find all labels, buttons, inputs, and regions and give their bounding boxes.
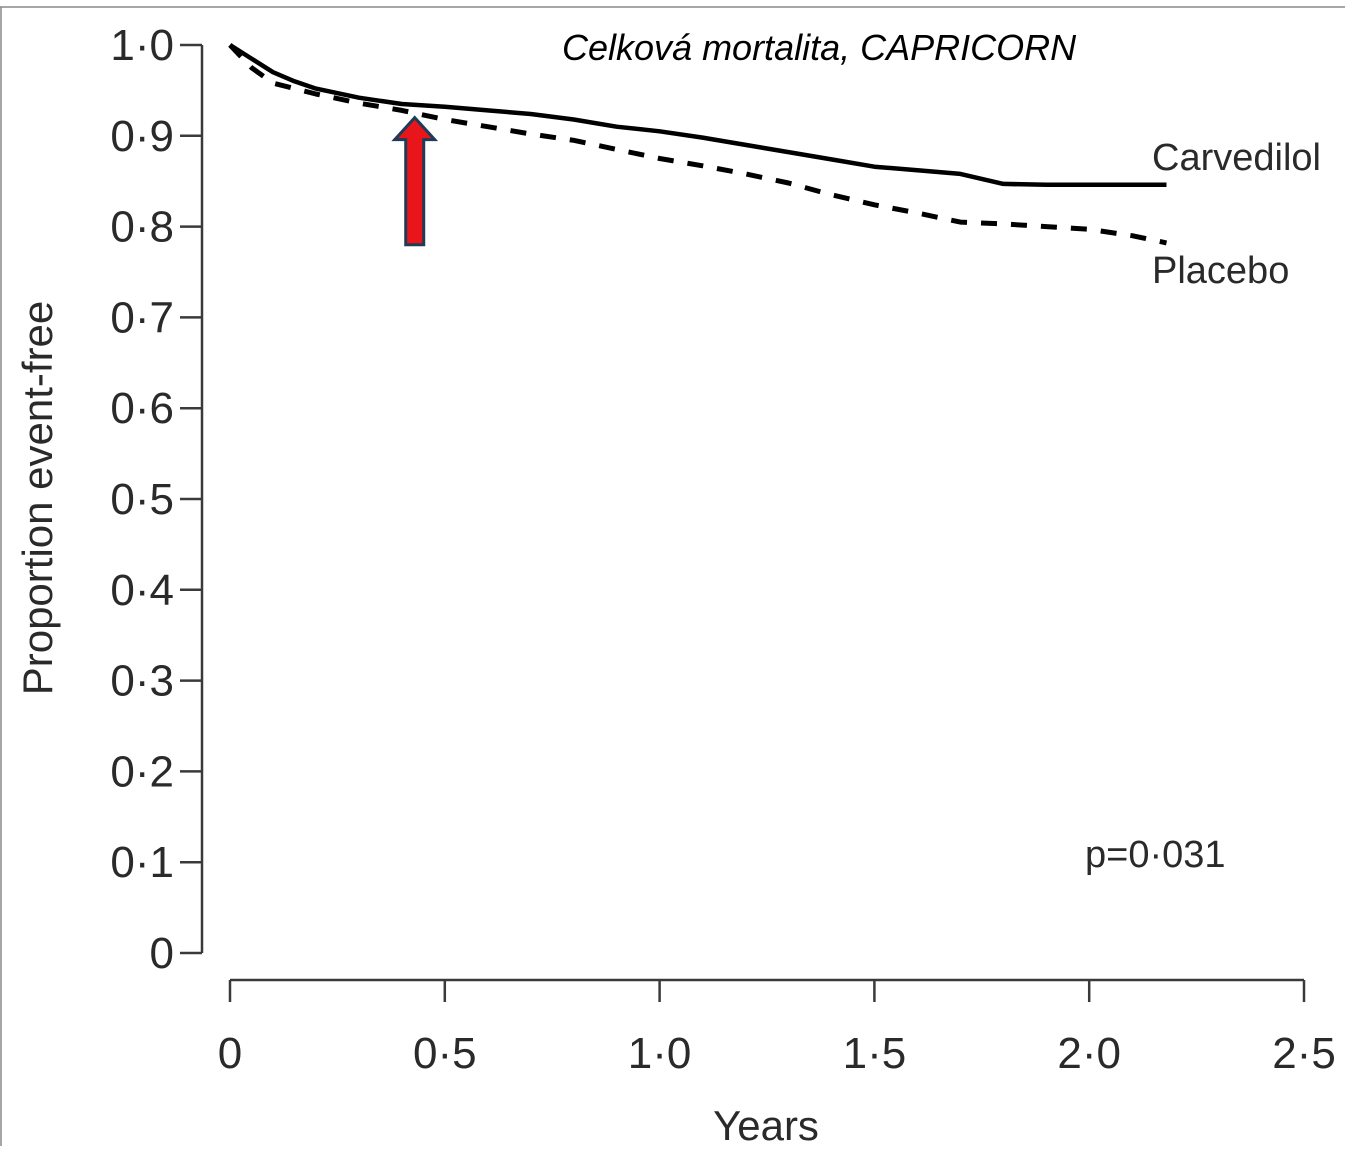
ticks-layer: 0 0·1 0·2 0·3 0·4 0·5 0·6 0·7 0·8 0·9 1·0 0 0·5 1·0 1·… (110, 21, 1335, 1078)
y-tick-label: 0·5 (110, 475, 174, 524)
x-tick-label: 0 (218, 1029, 242, 1078)
x-tick-label: 2·0 (1057, 1029, 1121, 1078)
x-tick-label: 2·5 (1272, 1029, 1336, 1078)
y-tick-label: 0 (150, 929, 174, 978)
red-arrow-annotation (391, 115, 439, 247)
x-tick-label: 1·0 (628, 1029, 692, 1078)
y-axis-title: Proportion event-free (14, 301, 61, 696)
series-label-placebo: Placebo (1152, 250, 1289, 292)
x-axis-title: Years (713, 1102, 819, 1146)
y-tick-label: 1·0 (110, 21, 174, 70)
x-tick-label: 1·5 (843, 1029, 907, 1078)
y-tick-label: 0·3 (110, 657, 174, 706)
series-label-carvedilol: Carvedilol (1152, 137, 1321, 179)
x-tick-label: 0·5 (413, 1029, 477, 1078)
y-tick-label: 0·7 (110, 293, 174, 342)
chart-title: Celková mortalita, CAPRICORN (562, 27, 1077, 68)
series-line-carvedilol (228, 43, 1167, 188)
y-tick-label: 0·4 (110, 566, 174, 615)
y-tick-label: 0·6 (110, 384, 174, 433)
series-line-placebo (228, 43, 1168, 246)
series-layer (228, 43, 1168, 246)
y-tick-label: 0·1 (110, 838, 174, 887)
y-tick-label: 0·9 (110, 112, 174, 161)
y-tick-label: 0·8 (110, 203, 174, 252)
y-tick-label: 0·2 (110, 747, 174, 796)
red-arrow-shape (391, 115, 439, 247)
p-value-annotation: p=0·031 (1085, 834, 1226, 876)
